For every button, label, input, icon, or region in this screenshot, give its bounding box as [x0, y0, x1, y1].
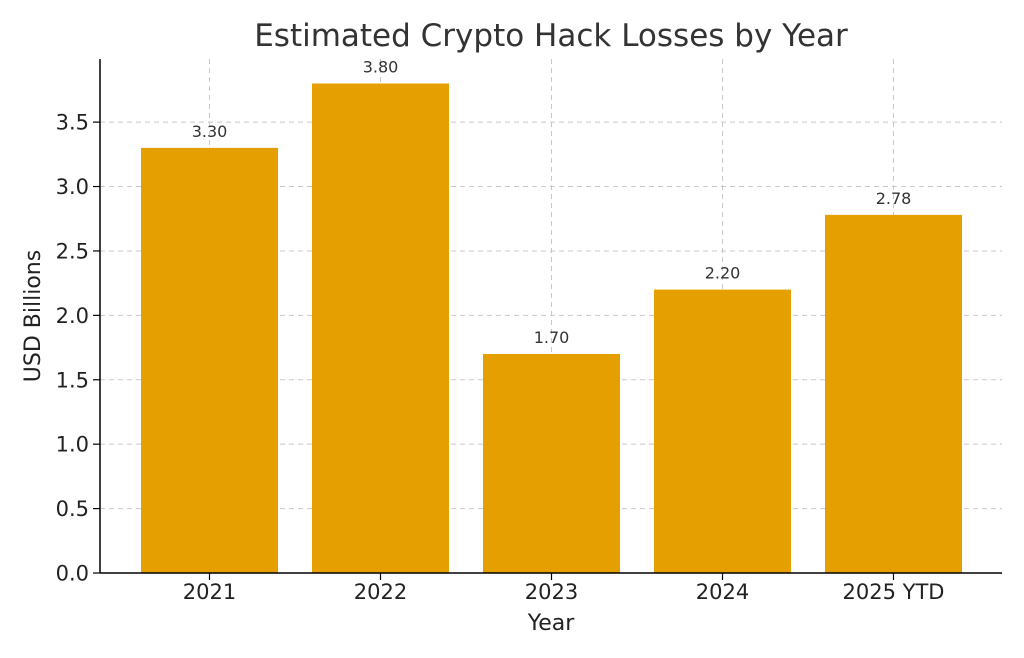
x-tick-label: 2023	[525, 580, 578, 604]
x-axis-label: Year	[527, 611, 576, 636]
x-tick-label: 2021	[183, 580, 236, 604]
y-tick-label: 3.5	[56, 111, 89, 135]
bar	[483, 354, 620, 573]
y-tick-label: 3.0	[56, 175, 89, 199]
x-tick-label: 2024	[696, 580, 749, 604]
x-tick-label: 2025 YTD	[843, 580, 945, 604]
y-tick-label: 1.5	[56, 368, 89, 392]
data-labels: 3.30 3.80 1.70 2.20 2.78	[192, 57, 912, 347]
y-tick-label: 0.0	[56, 562, 89, 586]
bar	[141, 147, 278, 574]
y-tick-label: 0.5	[56, 497, 89, 521]
data-label: 3.30	[192, 122, 228, 141]
bar	[825, 214, 962, 573]
y-tick-label: 1.0	[56, 433, 89, 457]
bar	[654, 289, 791, 573]
y-tick-label: 2.0	[56, 304, 89, 328]
x-tick-label: 2022	[354, 580, 407, 604]
data-label: 2.20	[705, 264, 741, 283]
y-ticks: 0.0 0.5 1.0 1.5 2.0 2.5 3.0 3.5	[56, 111, 100, 586]
data-label: 3.80	[363, 57, 399, 76]
x-ticks: 2021 2022 2023 2024 2025 YTD	[183, 573, 945, 604]
data-label: 1.70	[534, 328, 570, 347]
chart-title: Estimated Crypto Hack Losses by Year	[254, 18, 848, 54]
bars	[141, 83, 962, 574]
y-axis-label: USD Billions	[21, 250, 46, 382]
y-tick-label: 2.5	[56, 239, 89, 263]
bar	[312, 83, 449, 573]
data-label: 2.78	[876, 189, 912, 208]
